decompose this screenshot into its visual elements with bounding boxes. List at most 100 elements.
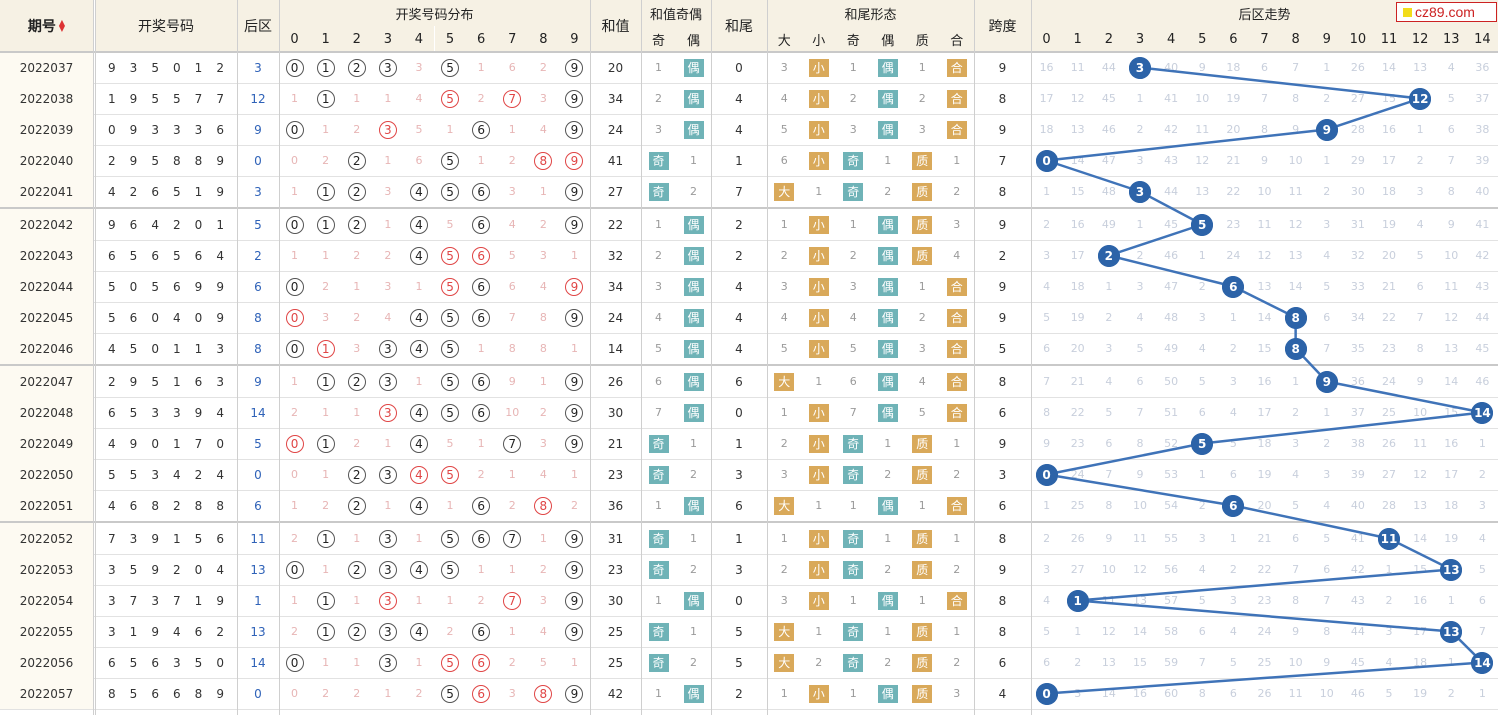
dist-cell-5: 2 xyxy=(435,616,466,647)
tail-form-oe-1: 2 xyxy=(871,459,906,490)
tail-form-bs-0: 2 xyxy=(767,240,802,271)
sum-even-cell: 偶 xyxy=(676,52,711,83)
trend-cell-3: 2 xyxy=(1124,240,1155,271)
column-divider xyxy=(93,0,94,715)
back-zone-number: 6 xyxy=(254,279,262,294)
span-value: 9 xyxy=(998,562,1007,577)
trend-cell-9: 1 xyxy=(1311,397,1342,428)
trend-miss-count: 12 xyxy=(1288,218,1303,231)
tail-form-bs-0: 5 xyxy=(767,333,802,364)
trend-cell-9: 4 xyxy=(1311,490,1342,521)
header-trend-col-2: 2 xyxy=(1093,26,1125,52)
form-tag: 小 xyxy=(808,684,829,703)
draw-number: 5 xyxy=(151,153,159,168)
dist-cell-7: 3 xyxy=(497,678,528,709)
form-tag: 奇 xyxy=(843,182,864,201)
dist-cell-5: 5 xyxy=(435,647,466,678)
draw-number: 9 xyxy=(129,436,138,451)
dist-miss-count: 8 xyxy=(539,311,547,324)
trend-miss-count: 1 xyxy=(1229,532,1237,545)
trend-miss-count: 1 xyxy=(1447,594,1455,607)
tail-form-oe-0: 6 xyxy=(836,366,871,397)
trend-miss-count: 23 xyxy=(1382,342,1397,355)
header-issue[interactable]: 期号 ▲ ▼ xyxy=(0,0,93,52)
trend-cell-10: 28 xyxy=(1342,114,1373,145)
trend-miss-count: 60 xyxy=(1164,687,1179,700)
trend-miss-count: 37 xyxy=(1350,406,1365,419)
trend-cell-0: 3 xyxy=(1031,554,1062,585)
draw-number: 4 xyxy=(173,624,181,639)
trend-cell-11: 18 xyxy=(1373,176,1404,207)
trend-point: 0 xyxy=(1035,149,1058,172)
draw-number: 6 xyxy=(151,686,159,701)
trend-miss-count: 11 xyxy=(1413,437,1428,450)
dist-cell-2: 2 xyxy=(341,366,372,397)
row-divider xyxy=(0,145,1498,146)
trend-miss-count: 45 xyxy=(1350,656,1365,669)
trend-miss-count: 11 xyxy=(1444,280,1459,293)
form-tag: 偶 xyxy=(877,120,898,139)
draw-number: 4 xyxy=(216,562,224,577)
span-value: 2 xyxy=(998,248,1007,263)
dist-miss-count: 2 xyxy=(291,406,299,419)
dist-cell-4: 1 xyxy=(403,366,434,397)
dist-cell-4: 2 xyxy=(403,678,434,709)
trend-miss-count: 2 xyxy=(1385,594,1393,607)
draw-number: 5 xyxy=(129,248,138,263)
dist-miss-count: 1 xyxy=(291,185,299,198)
tail-form-pc-0: 3 xyxy=(905,333,940,364)
dist-miss-count: 1 xyxy=(446,594,454,607)
dist-miss-count: 5 xyxy=(415,123,423,136)
trend-cell-14: 46 xyxy=(1467,366,1498,397)
trend-miss-count: 6 xyxy=(1292,532,1300,545)
sum-odd-cell: 2 xyxy=(641,240,676,271)
trend-cell-5: 2 xyxy=(1187,490,1218,521)
dist-cell-6: 6 xyxy=(466,302,497,333)
dist-miss-count: 1 xyxy=(384,437,392,450)
back-zone-number: 6 xyxy=(254,498,262,513)
dist-ball: 5 xyxy=(441,684,460,703)
dist-cell-1: 1 xyxy=(310,209,341,240)
dist-cell-1: 1 xyxy=(310,647,341,678)
span-value: 6 xyxy=(998,405,1007,420)
trend-cell-3: 6 xyxy=(1124,366,1155,397)
column-divider xyxy=(279,0,280,715)
trend-miss-count: 8 xyxy=(1292,594,1300,607)
dist-cell-0: 0 xyxy=(279,333,310,364)
trend-miss-count: 28 xyxy=(1350,123,1365,136)
dist-cell-5: 5 xyxy=(435,52,466,83)
dist-ball: 1 xyxy=(316,182,335,201)
dist-ball: 0 xyxy=(285,653,304,672)
column-divider xyxy=(711,0,712,715)
sort-arrows-icon[interactable]: ▲ ▼ xyxy=(58,18,66,33)
dist-cell-3: 1 xyxy=(372,209,403,240)
trend-miss-count: 3 xyxy=(1105,342,1113,355)
trend-cell-9: 3 xyxy=(1311,209,1342,240)
trend-cell-11: 16 xyxy=(1373,114,1404,145)
trend-cell-8: 3 xyxy=(1280,428,1311,459)
parity-tag: 偶 xyxy=(683,339,704,358)
trend-miss-count: 2 xyxy=(1323,92,1331,105)
tail-form-bs-1: 1 xyxy=(802,366,837,397)
draw-number: 2 xyxy=(173,498,181,513)
trend-point: 14 xyxy=(1471,651,1494,674)
dist-miss-count: 2 xyxy=(384,249,392,262)
site-logo[interactable]: cz89.com xyxy=(1396,2,1497,22)
dist-miss-count: 4 xyxy=(539,123,547,136)
trend-miss-count: 18 xyxy=(1226,61,1241,74)
back-zone-number: 11 xyxy=(250,531,266,546)
miss-count: 1 xyxy=(690,625,697,638)
dist-cell-5: 5 xyxy=(435,554,466,585)
dist-miss-count: 0 xyxy=(291,687,299,700)
column-divider xyxy=(641,0,642,715)
dist-ball: 1 xyxy=(316,529,335,548)
trend-point-overlay: 5 xyxy=(1191,213,1214,236)
trend-cell-0: 18 xyxy=(1031,114,1062,145)
trend-cell-1: 23 xyxy=(1062,428,1093,459)
tail-form-oe-0: 1 xyxy=(836,52,871,83)
span-value: 9 xyxy=(998,436,1007,451)
dist-ball: 4 xyxy=(409,465,428,484)
draw-number: 9 xyxy=(194,279,203,294)
dist-ball: 9 xyxy=(565,120,584,139)
form-tag: 偶 xyxy=(877,308,898,327)
